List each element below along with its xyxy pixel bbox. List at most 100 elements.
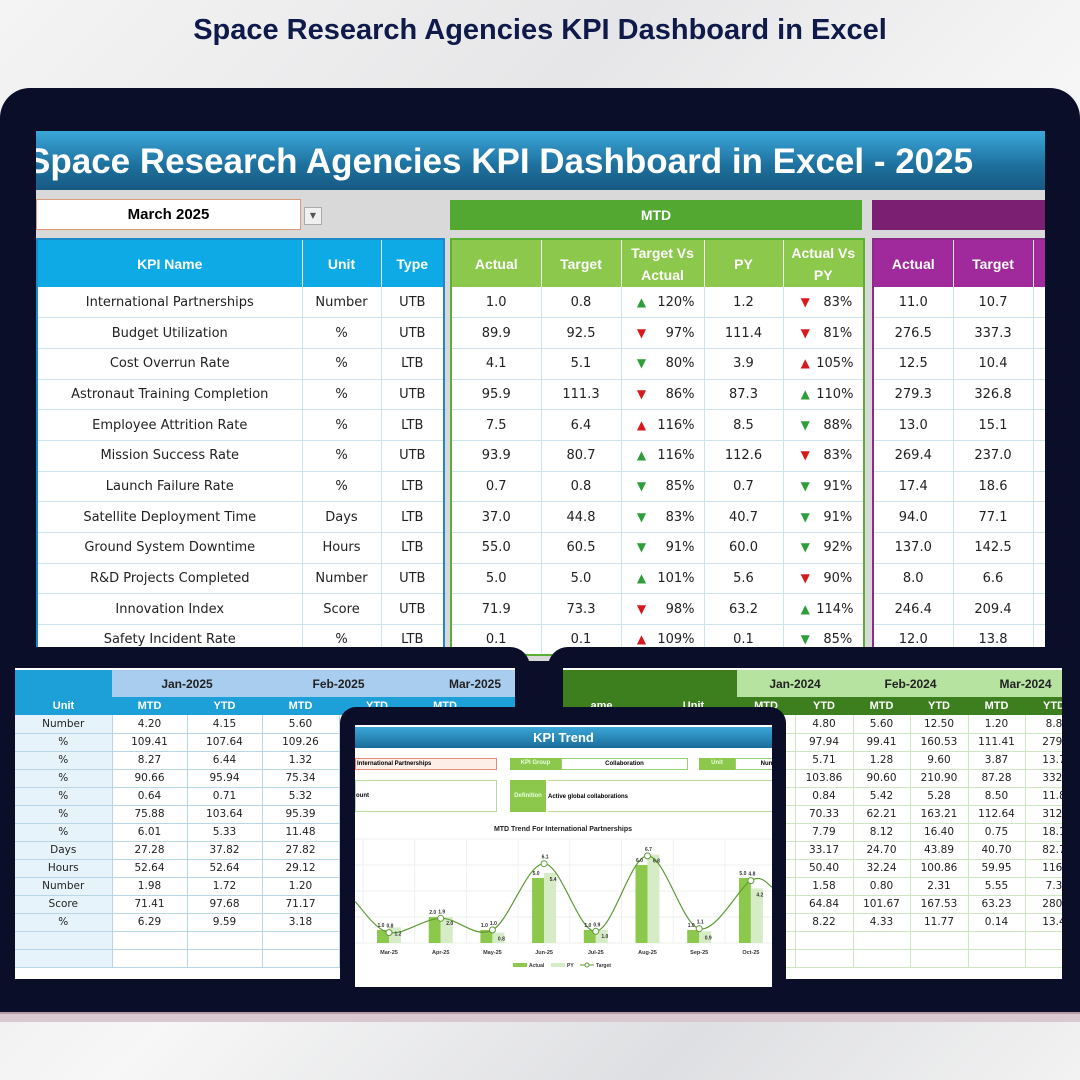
py-data-label: 0.9	[705, 935, 712, 941]
table-cell: 43.89	[910, 841, 969, 860]
table-cell: 24.70	[853, 841, 911, 860]
actual-data-label: 6.0	[636, 858, 643, 864]
avp-percent: 83%	[823, 294, 853, 310]
kpi-type: LTB	[381, 532, 445, 564]
table-cell: %	[15, 913, 113, 932]
kpi-unit: %	[302, 317, 382, 349]
table-cell: %	[15, 733, 113, 752]
table-cell	[968, 949, 1026, 968]
table-cell: 90.60	[853, 769, 911, 788]
table-cell	[15, 949, 113, 968]
ytd-actual: 269.4	[873, 440, 954, 472]
table-cell	[112, 931, 188, 950]
actual-data-label: 1.0	[584, 923, 591, 929]
table-cell: 95.39	[262, 805, 340, 824]
table-cell: 5.55	[968, 877, 1026, 896]
ytd-actual: 137.0	[873, 532, 954, 564]
month-selector[interactable]: March 2025	[36, 199, 301, 230]
mtd-actual: 89.9	[451, 317, 542, 349]
target-vs-actual: ▼ 86%	[621, 379, 705, 411]
mtd-actual: 71.9	[451, 593, 542, 626]
chevron-down-icon[interactable]: ▼	[304, 207, 322, 225]
mtd-row: 7.5 6.4 ▲ 116% 8.5 ▼ 88%	[451, 409, 865, 441]
avp-percent: 110%	[816, 386, 854, 402]
kpi-type: LTB	[381, 471, 445, 503]
unit-value: Num	[735, 758, 772, 770]
table-cell: 107.64	[187, 733, 263, 752]
arrow-up-icon: ▲	[636, 632, 647, 647]
mtd-py: 111.4	[704, 317, 784, 349]
mtd-target: 0.8	[541, 287, 622, 319]
bar-py	[699, 931, 712, 943]
target-vs-actual: ▼ 83%	[621, 501, 705, 533]
arrow-down-icon: ▼	[636, 386, 647, 401]
legend-swatch-actual	[513, 963, 527, 967]
table-cell: Score	[15, 895, 113, 914]
x-tick-label: May-25	[483, 950, 502, 956]
kpi-type: UTB	[381, 440, 445, 472]
ytd-actual: 279.3	[873, 379, 954, 411]
sub-header: YTD	[910, 697, 968, 715]
table-cell: 5.32	[262, 787, 340, 806]
table-cell: 64.84	[795, 895, 854, 914]
table-cell: 97.68	[187, 895, 263, 914]
column-header: Actual Vs PY	[783, 239, 865, 287]
ytd-row: 246.4 209.4	[873, 593, 1045, 626]
table-cell: 1.20	[262, 877, 340, 896]
arrow-down-icon: ▼	[800, 294, 810, 309]
ytd-actual: 8.0	[873, 563, 954, 595]
table-cell: 5.33	[187, 823, 263, 842]
table-cell	[262, 949, 340, 968]
mtd-row: 89.9 92.5 ▼ 97% 111.4 ▼ 81%	[451, 317, 865, 349]
ytd-extra	[1033, 593, 1045, 626]
table-cell	[187, 949, 263, 968]
table-cell: 62.21	[853, 805, 911, 824]
kpi-unit: Days	[302, 501, 382, 533]
table-cell: 163.21	[910, 805, 969, 824]
kpi-type: LTB	[381, 409, 445, 441]
actual-vs-py: ▲ 110%	[783, 379, 865, 411]
legend-label-target: Target	[596, 963, 611, 969]
target-data-label: 6.7	[645, 847, 652, 853]
target-point	[385, 929, 393, 937]
py-data-label: 4.2	[756, 892, 763, 898]
mtd-actual: 5.0	[451, 563, 542, 595]
table-cell: 0.71	[187, 787, 263, 806]
arrow-up-icon: ▲	[636, 571, 647, 586]
kpi-name: R&D Projects Completed	[37, 563, 303, 595]
kpi-unit: %	[302, 348, 382, 380]
arrow-down-icon: ▼	[800, 448, 810, 463]
table-cell: 75.34	[262, 769, 340, 788]
ytd-target: 10.4	[953, 348, 1034, 380]
kpi-row: Mission Success Rate% UTB	[37, 440, 445, 472]
arrow-down-icon: ▼	[800, 478, 810, 493]
table-cell: 8.12	[853, 823, 911, 842]
tva-percent: 80%	[665, 356, 695, 372]
tva-percent: 97%	[665, 325, 695, 341]
ytd-extra	[1033, 317, 1045, 349]
kpi-name: Budget Utilization	[37, 317, 303, 349]
table-cell: 103.86	[795, 769, 854, 788]
bar-py	[544, 872, 557, 943]
table-cell: 11.48	[262, 823, 340, 842]
table-cell: 75.88	[112, 805, 188, 824]
table-cell: 13.7	[1025, 751, 1062, 770]
ytd-target: 209.4	[953, 593, 1034, 626]
table-cell: 50.40	[795, 859, 854, 878]
table-cell: 82.7	[1025, 841, 1062, 860]
table-cell: 37.82	[187, 841, 263, 860]
py-data-label: 2.0	[446, 921, 453, 927]
actual-data-label: 1.0	[688, 923, 695, 929]
kpi-row: Employee Attrition Rate% LTB	[37, 409, 445, 441]
dashboard-banner: Space Research Agencies KPI Dashboard in…	[36, 131, 1045, 190]
mtd-actual: 4.1	[451, 348, 542, 380]
actual-data-label: 5.0	[533, 871, 540, 877]
target-vs-actual: ▼ 97%	[621, 317, 705, 349]
table-cell: 5.42	[853, 787, 911, 806]
kpi-trend-title: KPI Trend	[355, 727, 772, 748]
kpi-name-select[interactable]: International Partnerships	[355, 758, 497, 770]
kpi-name: Ground System Downtime	[37, 532, 303, 564]
mtd-row: 55.0 60.5 ▼ 91% 60.0 ▼ 92%	[451, 532, 865, 564]
actual-vs-py: ▼ 83%	[783, 440, 865, 472]
table-cell: 101.67	[853, 895, 911, 914]
